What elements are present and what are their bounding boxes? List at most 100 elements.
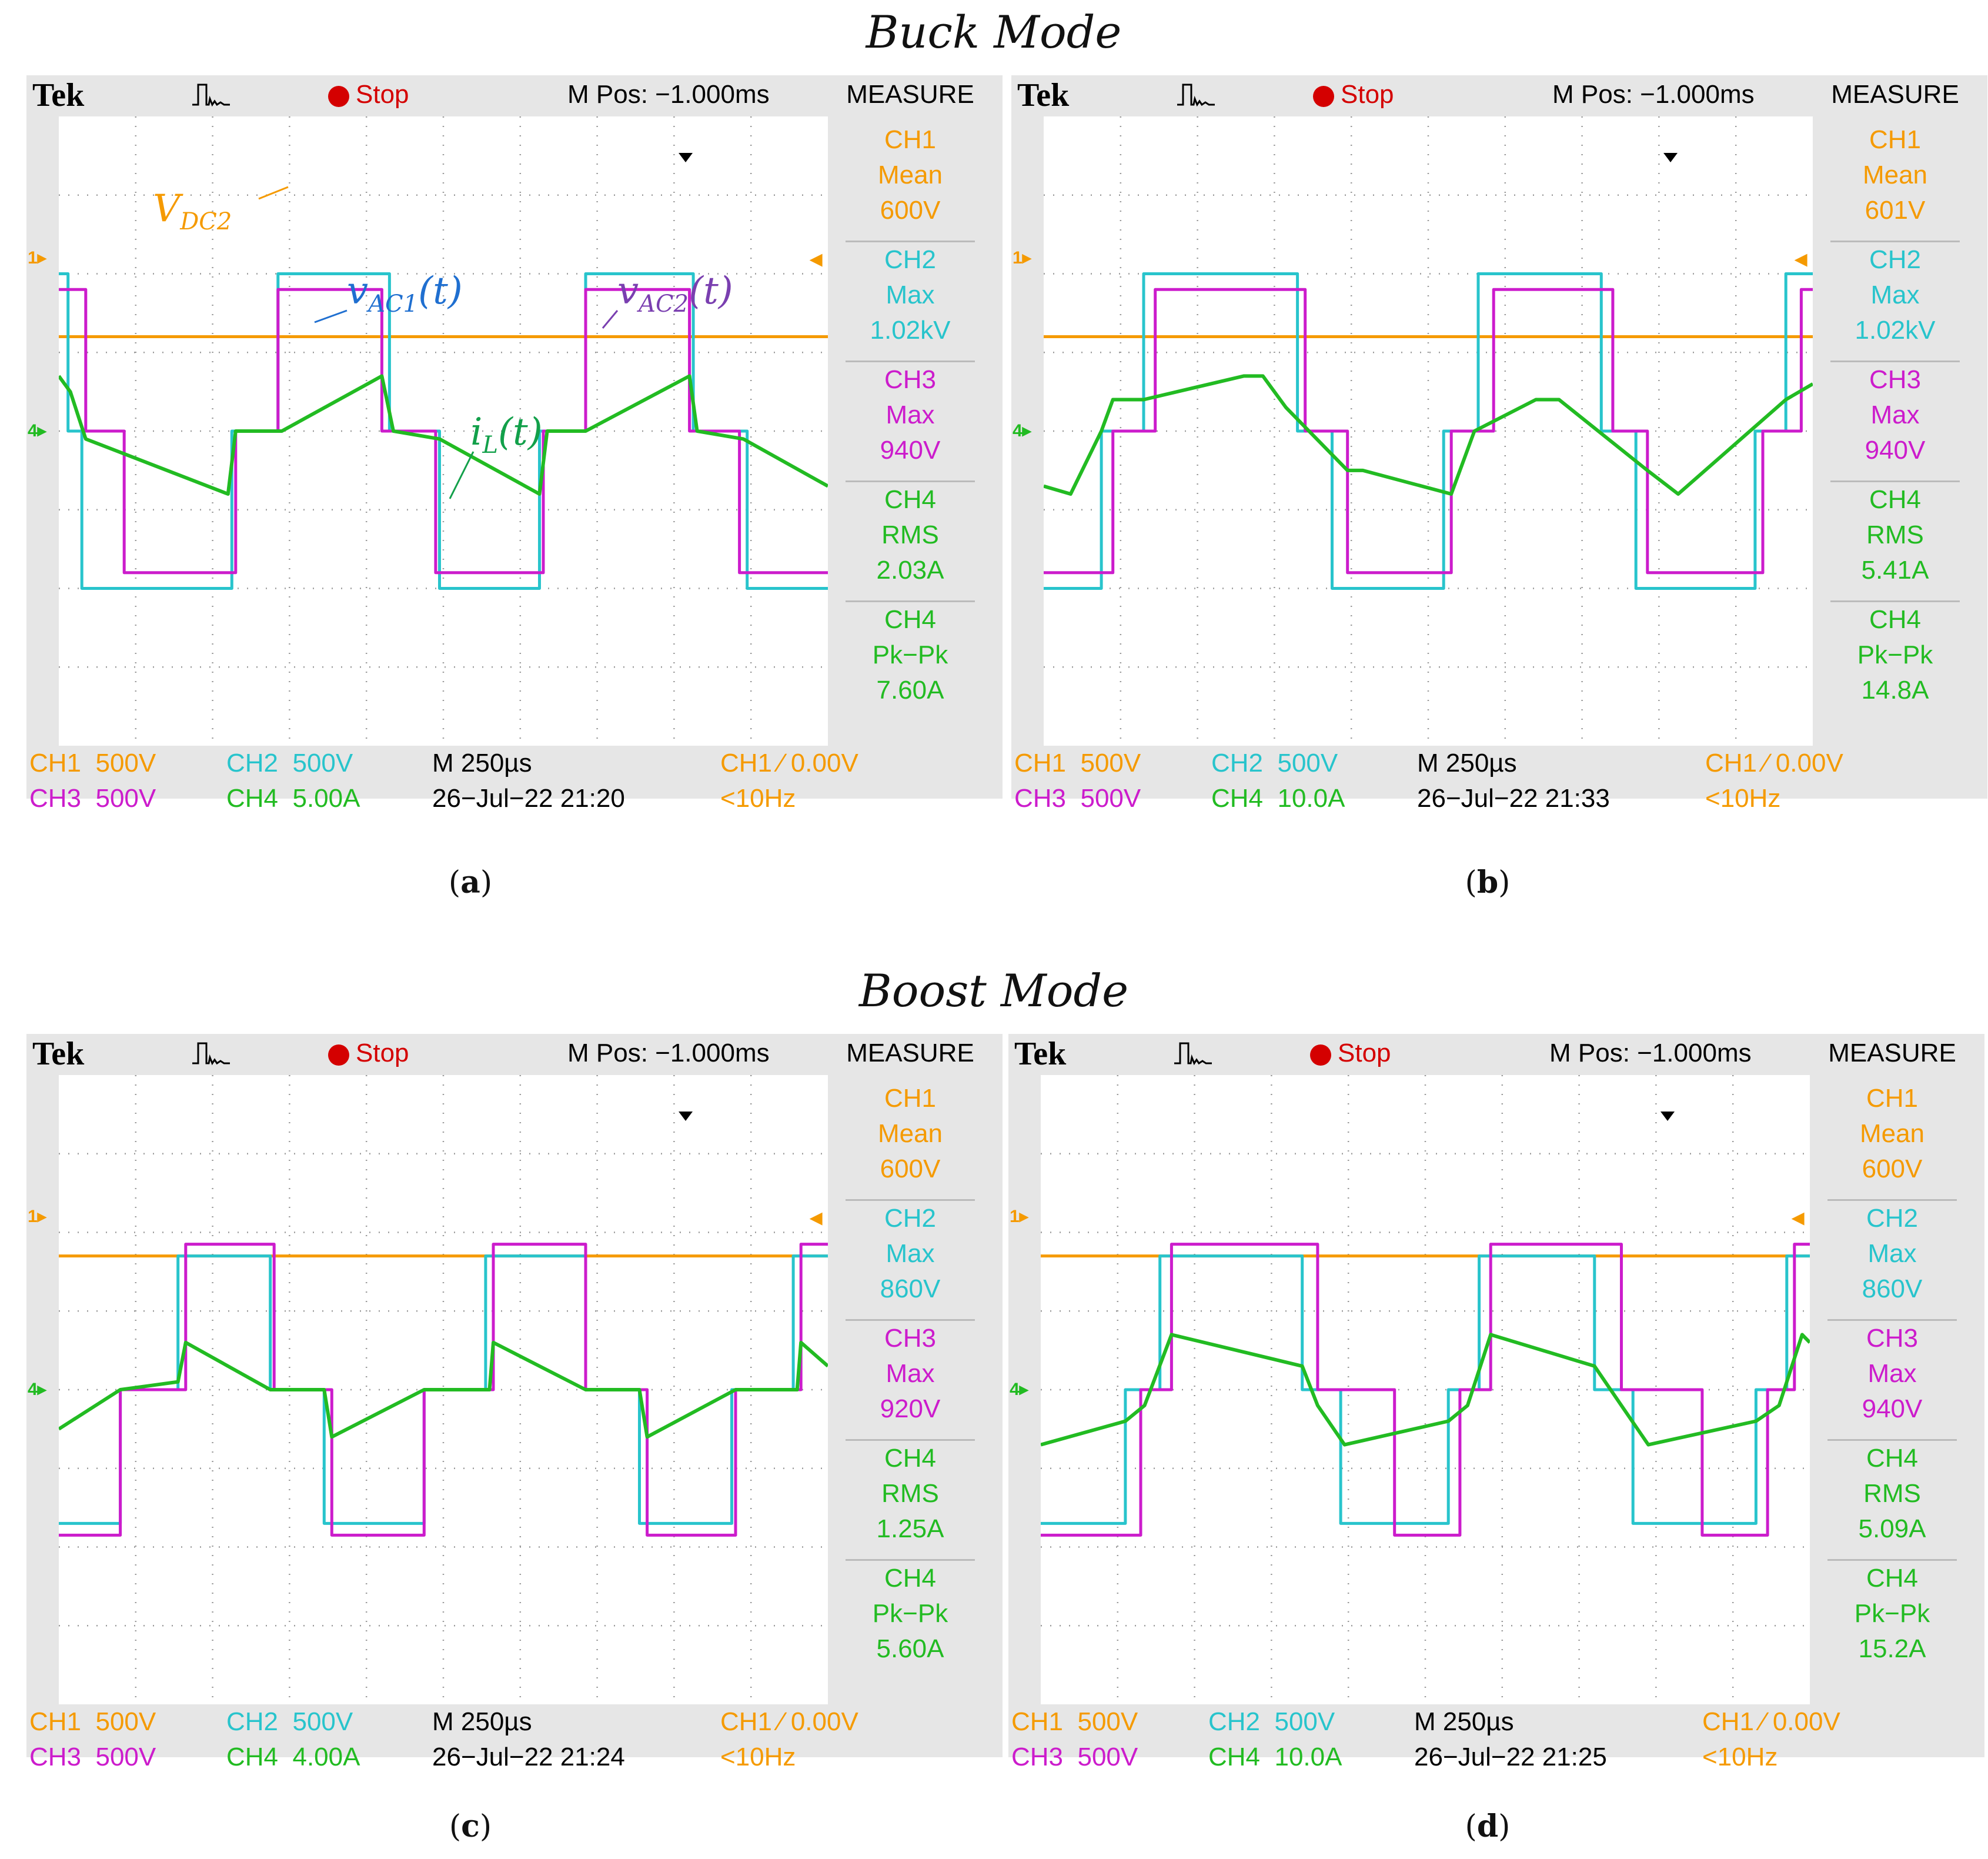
il-arg: (t) — [498, 410, 543, 454]
measure-box: CH4 Pk−Pk 15.2A — [1822, 1561, 1963, 1681]
trigger-position-icon — [1663, 153, 1678, 162]
measure-panel: CH1 Mean 600V CH2 Max 1.02kV CH3 Max 940V CH4 RMS 2… — [840, 116, 981, 746]
measure-divider — [1827, 1319, 1957, 1321]
ch1-scale: CH1 500V — [1014, 749, 1141, 777]
trace-ch4 — [1044, 374, 1813, 496]
measure-divider — [846, 600, 975, 602]
measure-value: 1.02kV — [1855, 316, 1936, 345]
ch4-level-marker: 4▸ — [28, 1380, 46, 1399]
measure-title: MEASURE — [1828, 1039, 1956, 1067]
measure-label: Mean — [1862, 161, 1928, 189]
caption-letter: d — [1476, 1808, 1499, 1844]
measure-value: 940V — [1862, 1394, 1923, 1423]
waveform-screen — [59, 116, 828, 746]
measure-box: CH4 RMS 2.03A — [840, 482, 981, 602]
date-time: 26−Jul−22 21:25 — [1414, 1743, 1607, 1771]
il-label: iL(t) — [470, 410, 543, 459]
trigger-pulse-icon — [1174, 1042, 1212, 1066]
measure-channel: CH3 — [1869, 365, 1922, 394]
measure-box: CH4 RMS 5.41A — [1825, 482, 1966, 602]
vac1-label: vAC1(t) — [347, 269, 463, 318]
vac2-label-subscript: AC2 — [639, 290, 689, 318]
measure-channel: CH1 — [884, 1084, 937, 1113]
measure-label: Mean — [877, 161, 943, 189]
trigger-position-icon — [1660, 1112, 1675, 1121]
measure-value: 600V — [880, 1154, 941, 1183]
measure-divider — [1827, 1439, 1957, 1441]
caption-letter: b — [1476, 865, 1499, 900]
trigger-setting: CH1 ∕ 0.00V — [720, 749, 858, 777]
date-time: 26−Jul−22 21:24 — [432, 1743, 625, 1771]
horizontal-position: M Pos: −1.000ms — [567, 80, 770, 109]
measure-label: Max — [1870, 281, 1920, 309]
ch1-level-marker: 1▸ — [1013, 248, 1031, 268]
measure-box: CH3 Max 940V — [1825, 362, 1966, 482]
trigger-level-marker: ◂ — [810, 1204, 823, 1230]
trigger-position-icon — [679, 1112, 693, 1121]
measure-label: Pk−Pk — [1854, 1599, 1930, 1628]
trigger-frequency: <10Hz — [1702, 1743, 1778, 1771]
measure-channel: CH3 — [884, 1324, 937, 1353]
scope-header: Tek Stop M Pos: −1.000ms MEASURE — [1008, 1034, 1984, 1075]
measure-channel: CH4 — [1869, 605, 1922, 634]
measure-label: Max — [1870, 400, 1920, 429]
measure-box: CH1 Mean 600V — [840, 122, 981, 242]
trigger-frequency: <10Hz — [720, 784, 796, 813]
trigger-level-marker: ◂ — [1792, 1204, 1805, 1230]
timebase: M 250µs — [432, 749, 532, 777]
timebase: M 250µs — [1417, 749, 1517, 777]
measure-channel: CH4 — [884, 1444, 937, 1473]
date-time: 26−Jul−22 21:20 — [432, 784, 625, 813]
measure-channel: CH2 — [884, 1204, 937, 1233]
ch3-scale: CH3 500V — [1014, 784, 1141, 813]
ch2-scale: CH2 500V — [1208, 1707, 1335, 1736]
run-status: Stop — [356, 1039, 409, 1067]
measure-label: RMS — [881, 1479, 939, 1508]
trace-ch3 — [1044, 288, 1813, 575]
horizontal-position: M Pos: −1.000ms — [567, 1039, 770, 1067]
measure-value: 860V — [880, 1274, 941, 1303]
measure-divider — [846, 1319, 975, 1321]
measure-box: CH4 RMS 1.25A — [840, 1441, 981, 1561]
measure-value: 920V — [880, 1394, 941, 1423]
ch1-level-marker: 1▸ — [1010, 1206, 1028, 1226]
measure-value: 7.60A — [876, 676, 944, 705]
caption-letter: c — [461, 1808, 480, 1844]
measure-divider — [1830, 600, 1960, 602]
measure-value: 5.60A — [876, 1634, 944, 1663]
trace-ch3 — [59, 288, 828, 575]
measure-title: MEASURE — [846, 1039, 974, 1067]
vac2-arg: (t) — [689, 269, 733, 313]
measure-label: RMS — [1863, 1479, 1921, 1508]
trigger-frequency: <10Hz — [720, 1743, 796, 1771]
measure-label: Max — [886, 1359, 935, 1388]
status-row-2: CH3 500V CH4 10.0A 26−Jul−22 21:25 <10Hz — [1008, 1743, 1984, 1778]
status-row-1: CH1 500V CH2 500V M 250µs CH1 ∕ 0.00V — [1011, 749, 1987, 784]
waveform-plot — [59, 116, 828, 746]
measure-channel: CH4 — [1869, 485, 1922, 514]
measure-box: CH3 Max 940V — [1822, 1321, 1963, 1441]
measure-box: CH4 Pk−Pk 7.60A — [840, 602, 981, 722]
measure-box: CH2 Max 860V — [840, 1201, 981, 1321]
measure-box: CH1 Mean 601V — [1825, 122, 1966, 242]
status-row-1: CH1 500V CH2 500V M 250µs CH1 ∕ 0.00V — [1008, 1707, 1984, 1743]
measure-channel: CH1 — [1866, 1084, 1919, 1113]
boost-mode-title: Boost Mode — [858, 964, 1129, 1017]
scope-header: Tek Stop M Pos: −1.000ms MEASURE — [26, 75, 1003, 116]
ch1-scale: CH1 500V — [1011, 1707, 1138, 1736]
trigger-position-icon — [679, 153, 693, 162]
trigger-level-marker: ◂ — [810, 245, 823, 272]
trigger-setting: CH1 ∕ 0.00V — [1705, 749, 1843, 777]
measure-divider — [846, 480, 975, 482]
trace-ch4 — [59, 374, 828, 496]
tek-logo: Tek — [32, 77, 85, 114]
measure-box: CH4 RMS 5.09A — [1822, 1441, 1963, 1561]
scope-panel-b: Tek Stop M Pos: −1.000ms MEASURE 1▸ 4▸ ◂ CH1 Mea… — [1011, 75, 1987, 813]
trigger-level-marker: ◂ — [1795, 245, 1807, 272]
stop-indicator-icon — [328, 1044, 349, 1066]
tek-logo: Tek — [32, 1036, 85, 1072]
ch3-scale: CH3 500V — [29, 1743, 156, 1771]
measure-value: 2.03A — [876, 556, 944, 585]
measure-divider — [846, 361, 975, 362]
measure-label: Max — [886, 1239, 935, 1268]
